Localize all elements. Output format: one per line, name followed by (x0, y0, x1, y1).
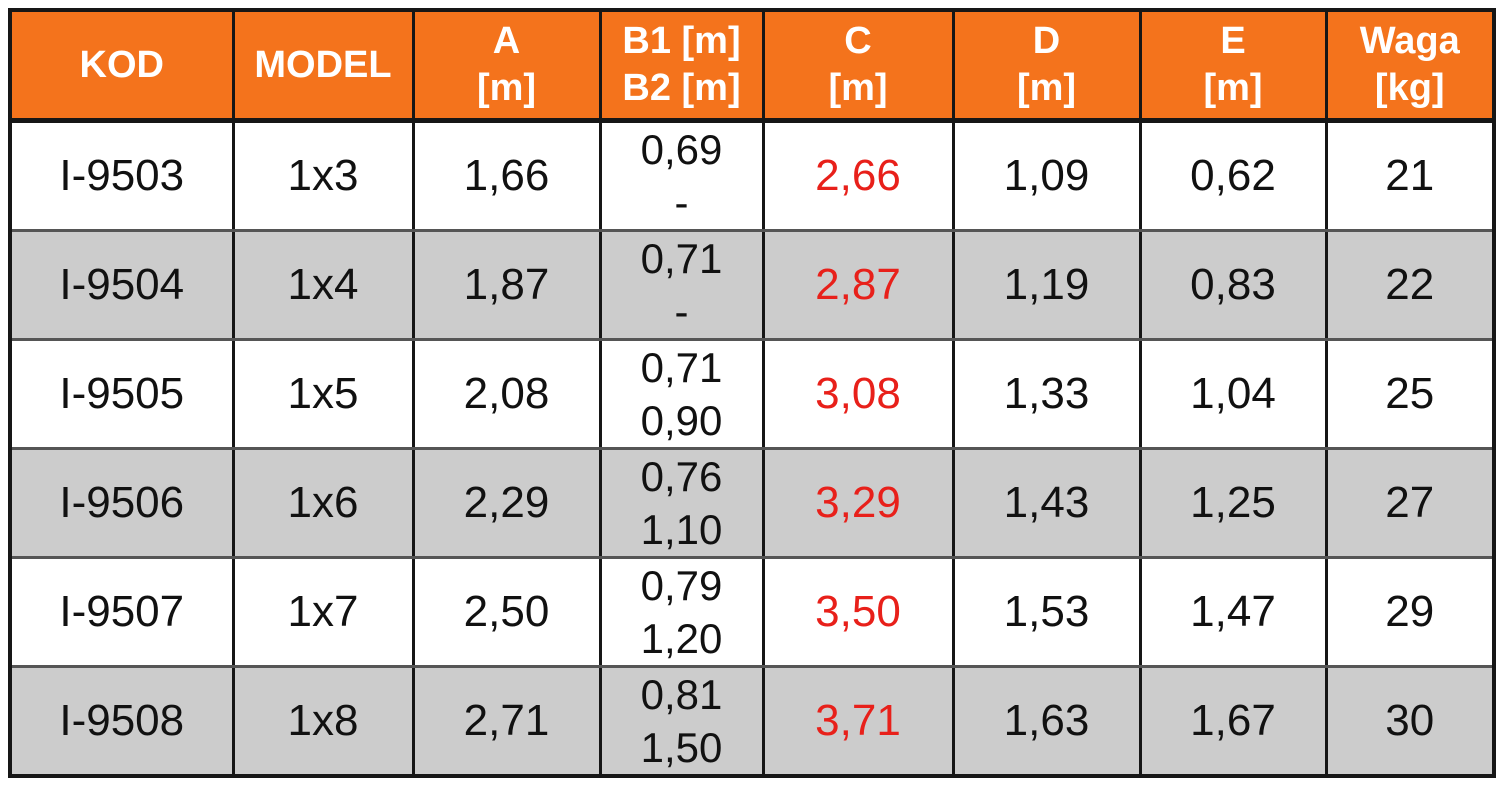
column-header-line: B1 [m] (622, 20, 741, 62)
cell-c: 3,50 (761, 556, 955, 668)
cell-d: 1,53 (951, 556, 1142, 668)
column-header-line: [m] (1203, 67, 1263, 109)
cell-waga: 21 (1324, 119, 1496, 232)
cell-b1-value: 0,79 (640, 562, 723, 609)
cell-b1-b2: 0,69 - (598, 119, 765, 232)
cell-c: 2,87 (761, 229, 955, 341)
cell-a: 1,66 (411, 119, 602, 232)
cell-model: 1x6 (231, 447, 415, 559)
cell-b2-value: 1,50 (640, 724, 723, 771)
table-row: I-9506 1x6 2,29 0,76 1,10 3,29 1,43 1,25… (8, 447, 1496, 559)
cell-d: 1,33 (951, 338, 1142, 450)
cell-d: 1,43 (951, 447, 1142, 559)
cell-b2-value: 0,90 (640, 397, 723, 444)
cell-e: 0,62 (1138, 119, 1328, 232)
column-header-line: [m] (828, 67, 888, 109)
cell-b1-value: 0,71 (640, 235, 723, 282)
cell-model: 1x7 (231, 556, 415, 668)
column-header-line: C (844, 20, 872, 62)
cell-kod: I-9507 (8, 556, 235, 668)
column-header-line: [kg] (1374, 67, 1445, 109)
header-row: KOD MODEL A [m] B1 [m] B2 [m] C [m] D [m] E [… (8, 10, 1496, 123)
cell-kod: I-9503 (8, 119, 235, 232)
cell-model: 1x5 (231, 338, 415, 450)
cell-c: 3,08 (761, 338, 955, 450)
cell-waga: 30 (1324, 665, 1496, 778)
column-header-c: C [m] (761, 10, 955, 123)
cell-model: 1x3 (231, 119, 415, 232)
cell-b1-value: 0,76 (640, 453, 723, 500)
cell-e: 0,83 (1138, 229, 1328, 341)
table-row: I-9503 1x3 1,66 0,69 - 2,66 1,09 0,62 21 (8, 119, 1496, 232)
column-header-waga: Waga [kg] (1324, 10, 1496, 123)
cell-b1-value: 0,69 (640, 126, 723, 173)
cell-b1-b2: 0,71 0,90 (598, 338, 765, 450)
table-row: I-9505 1x5 2,08 0,71 0,90 3,08 1,33 1,04… (8, 338, 1496, 450)
column-header-b1-b2: B1 [m] B2 [m] (598, 10, 765, 123)
cell-b2-value: 1,20 (640, 615, 723, 662)
column-header-line: B2 [m] (622, 67, 741, 109)
cell-waga: 27 (1324, 447, 1496, 559)
cell-model: 1x8 (231, 665, 415, 778)
column-header-d: D [m] (951, 10, 1142, 123)
column-header-line: D (1032, 20, 1061, 62)
column-header-line: E (1220, 20, 1246, 62)
cell-b2-value: - (674, 288, 689, 335)
cell-b1-b2: 0,76 1,10 (598, 447, 765, 559)
column-header-model: MODEL (231, 10, 415, 123)
table-row: I-9508 1x8 2,71 0,81 1,50 3,71 1,63 1,67… (8, 665, 1496, 778)
cell-a: 2,50 (411, 556, 602, 668)
spec-table: KOD MODEL A [m] B1 [m] B2 [m] C [m] D [m] E [… (8, 8, 1496, 778)
column-header-line: Waga (1359, 20, 1460, 62)
table-header: KOD MODEL A [m] B1 [m] B2 [m] C [m] D [m] E [… (8, 10, 1496, 123)
cell-waga: 22 (1324, 229, 1496, 341)
cell-e: 1,47 (1138, 556, 1328, 668)
cell-b1-b2: 0,81 1,50 (598, 665, 765, 778)
cell-kod: I-9508 (8, 665, 235, 778)
column-header-e: E [m] (1138, 10, 1328, 123)
cell-e: 1,67 (1138, 665, 1328, 778)
cell-d: 1,09 (951, 119, 1142, 232)
table-row: I-9504 1x4 1,87 0,71 - 2,87 1,19 0,83 22 (8, 229, 1496, 341)
cell-c: 2,66 (761, 119, 955, 232)
cell-model: 1x4 (231, 229, 415, 341)
cell-kod: I-9506 (8, 447, 235, 559)
table-body: I-9503 1x3 1,66 0,69 - 2,66 1,09 0,62 21… (8, 119, 1496, 778)
table-row: I-9507 1x7 2,50 0,79 1,20 3,50 1,53 1,47… (8, 556, 1496, 668)
cell-a: 2,71 (411, 665, 602, 778)
cell-kod: I-9504 (8, 229, 235, 341)
cell-a: 1,87 (411, 229, 602, 341)
cell-kod: I-9505 (8, 338, 235, 450)
cell-e: 1,25 (1138, 447, 1328, 559)
cell-waga: 25 (1324, 338, 1496, 450)
column-header-line: MODEL (254, 43, 392, 86)
cell-c: 3,71 (761, 665, 955, 778)
column-header-line: [m] (476, 67, 537, 109)
cell-b1-value: 0,71 (640, 344, 723, 391)
cell-b1-b2: 0,71 - (598, 229, 765, 341)
cell-b2-value: - (674, 179, 689, 226)
column-header-line: KOD (79, 43, 164, 86)
cell-a: 2,29 (411, 447, 602, 559)
cell-d: 1,63 (951, 665, 1142, 778)
cell-b1-value: 0,81 (640, 671, 723, 718)
column-header-kod: KOD (8, 10, 235, 123)
column-header-line: A (492, 20, 521, 62)
cell-d: 1,19 (951, 229, 1142, 341)
column-header-a: A [m] (411, 10, 602, 123)
cell-a: 2,08 (411, 338, 602, 450)
cell-b1-b2: 0,79 1,20 (598, 556, 765, 668)
column-header-line: [m] (1016, 67, 1077, 109)
cell-c: 3,29 (761, 447, 955, 559)
cell-waga: 29 (1324, 556, 1496, 668)
cell-e: 1,04 (1138, 338, 1328, 450)
cell-b2-value: 1,10 (640, 506, 723, 553)
